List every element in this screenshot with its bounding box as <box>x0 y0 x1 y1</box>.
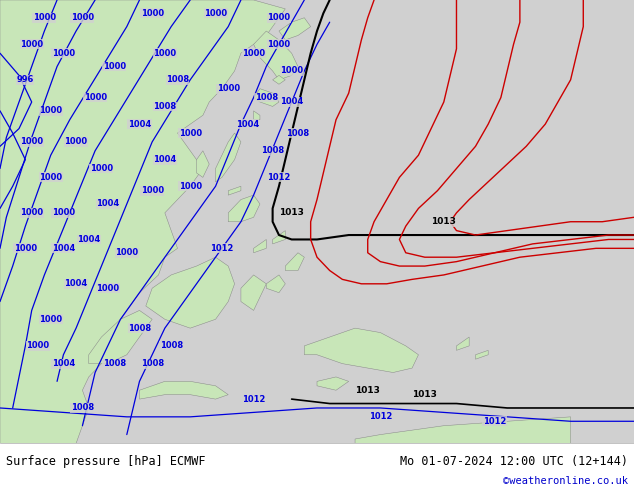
Polygon shape <box>273 231 285 244</box>
Text: 1000: 1000 <box>141 186 164 195</box>
Polygon shape <box>228 195 260 221</box>
Text: 1012: 1012 <box>483 417 506 426</box>
Text: 1000: 1000 <box>179 128 202 138</box>
Text: 1000: 1000 <box>84 93 107 102</box>
Polygon shape <box>146 257 235 328</box>
Polygon shape <box>279 18 311 40</box>
Text: ©weatheronline.co.uk: ©weatheronline.co.uk <box>503 476 628 486</box>
Text: 1004: 1004 <box>236 120 259 129</box>
Text: 1000: 1000 <box>20 208 43 218</box>
Polygon shape <box>254 31 298 80</box>
Text: 1004: 1004 <box>153 155 176 164</box>
Text: 1000: 1000 <box>14 244 37 253</box>
Text: 1000: 1000 <box>52 208 75 218</box>
Text: 1004: 1004 <box>52 244 75 253</box>
Polygon shape <box>273 75 285 84</box>
Text: 1013: 1013 <box>431 217 456 226</box>
Text: 1000: 1000 <box>179 182 202 191</box>
Text: 1000: 1000 <box>280 67 303 75</box>
Text: 1000: 1000 <box>52 49 75 58</box>
Text: 1008: 1008 <box>141 359 164 368</box>
Text: 1000: 1000 <box>268 40 290 49</box>
Text: 1008: 1008 <box>255 93 278 102</box>
Text: 1008: 1008 <box>153 102 176 111</box>
Text: 1008: 1008 <box>261 147 284 155</box>
Polygon shape <box>254 240 266 253</box>
Text: Mo 01-07-2024 12:00 UTC (12+144): Mo 01-07-2024 12:00 UTC (12+144) <box>399 455 628 467</box>
Polygon shape <box>266 275 285 293</box>
Text: 1000: 1000 <box>33 13 56 22</box>
Text: 996: 996 <box>16 75 34 84</box>
Polygon shape <box>228 186 241 195</box>
Text: 1013: 1013 <box>355 386 380 395</box>
Text: 1004: 1004 <box>280 98 303 106</box>
Text: 1004: 1004 <box>52 359 75 368</box>
Text: 1004: 1004 <box>128 120 151 129</box>
Text: 1000: 1000 <box>39 173 62 182</box>
Text: 1008: 1008 <box>103 359 126 368</box>
Polygon shape <box>285 253 304 270</box>
Text: 1000: 1000 <box>20 40 43 49</box>
Text: 1000: 1000 <box>141 9 164 18</box>
Text: 1008: 1008 <box>160 342 183 350</box>
Text: 1013: 1013 <box>412 390 437 399</box>
Text: 1000: 1000 <box>268 13 290 22</box>
Text: 1000: 1000 <box>217 84 240 93</box>
Polygon shape <box>355 417 571 443</box>
Polygon shape <box>476 350 488 359</box>
Text: 1008: 1008 <box>71 403 94 413</box>
Polygon shape <box>456 337 469 350</box>
Text: 1000: 1000 <box>20 137 43 147</box>
Text: 1000: 1000 <box>96 284 119 293</box>
Text: 1000: 1000 <box>39 315 62 324</box>
Text: 1004: 1004 <box>96 199 119 208</box>
Text: 1000: 1000 <box>39 106 62 115</box>
Text: 1000: 1000 <box>90 164 113 173</box>
Text: 1000: 1000 <box>115 248 138 257</box>
Text: 1008: 1008 <box>287 128 309 138</box>
Text: Surface pressure [hPa] ECMWF: Surface pressure [hPa] ECMWF <box>6 455 206 467</box>
Text: 1012: 1012 <box>242 394 265 404</box>
Polygon shape <box>304 328 418 372</box>
Text: 1000: 1000 <box>153 49 176 58</box>
Polygon shape <box>254 89 279 106</box>
Polygon shape <box>0 0 285 443</box>
Text: 1012: 1012 <box>210 244 233 253</box>
Text: 1000: 1000 <box>65 137 87 147</box>
Text: 1000: 1000 <box>242 49 265 58</box>
Text: 1000: 1000 <box>27 342 49 350</box>
Text: 1000: 1000 <box>71 13 94 22</box>
Polygon shape <box>216 133 241 182</box>
Text: 1008: 1008 <box>128 324 151 333</box>
Text: 1004: 1004 <box>65 279 87 288</box>
Text: 1008: 1008 <box>166 75 189 84</box>
Polygon shape <box>197 151 209 177</box>
Polygon shape <box>241 275 266 311</box>
Polygon shape <box>317 377 349 390</box>
Text: 1004: 1004 <box>77 235 100 244</box>
Text: 1000: 1000 <box>204 9 227 18</box>
Text: 1012: 1012 <box>268 173 290 182</box>
Text: 1000: 1000 <box>103 62 126 71</box>
Polygon shape <box>89 311 152 364</box>
Polygon shape <box>254 111 260 120</box>
Text: 1013: 1013 <box>279 208 304 218</box>
Text: 1012: 1012 <box>369 413 392 421</box>
Polygon shape <box>139 381 228 399</box>
